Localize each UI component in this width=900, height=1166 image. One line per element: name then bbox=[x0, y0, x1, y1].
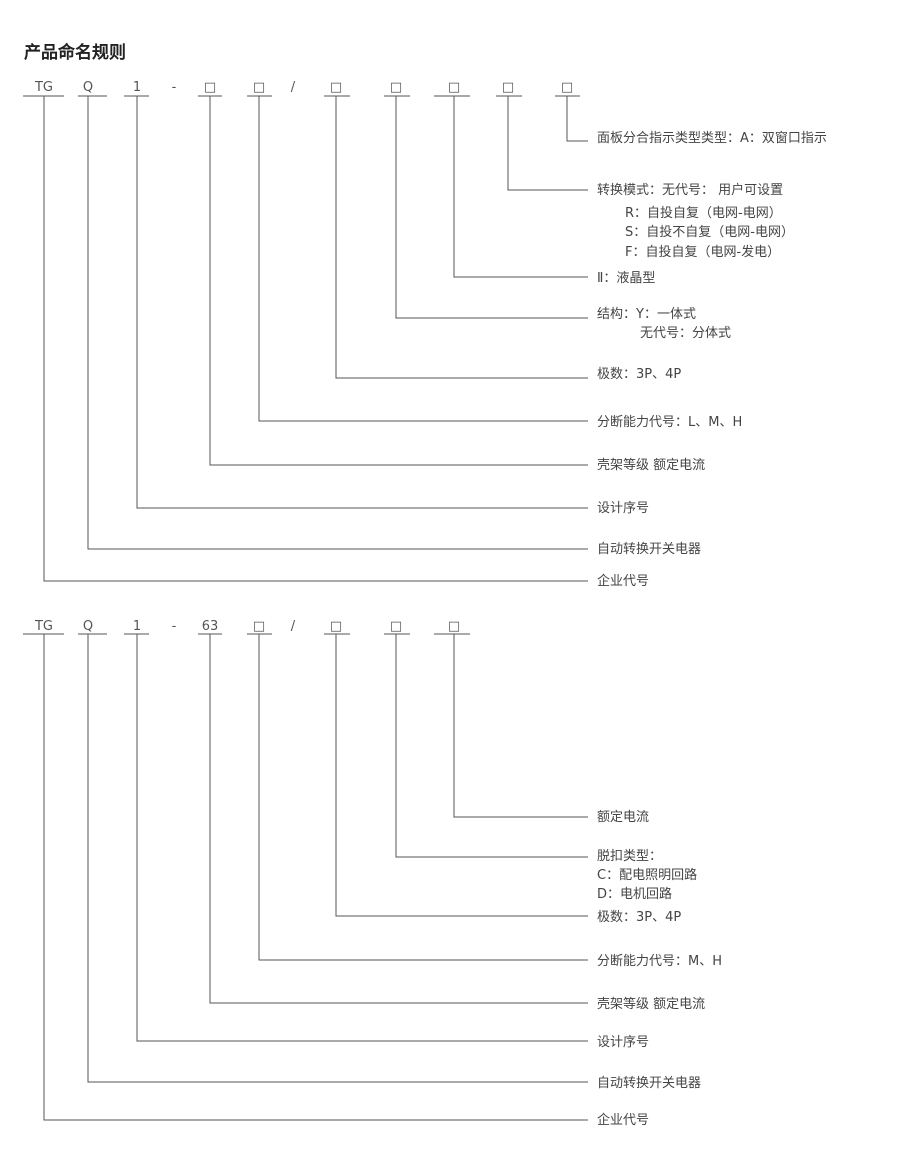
page-title: 产品命名规则 bbox=[24, 43, 126, 63]
code-segment: 63 bbox=[202, 619, 219, 634]
connector-line bbox=[335, 96, 588, 379]
entry-description: D：电机回路 bbox=[597, 886, 672, 902]
code-segment: - bbox=[172, 80, 177, 95]
entry-description: 设计序号 bbox=[597, 1035, 649, 1050]
connector-line bbox=[395, 96, 588, 319]
code-segment: TG bbox=[34, 619, 53, 634]
connector-line bbox=[453, 634, 588, 818]
entry-description: 脱扣类型： bbox=[597, 849, 662, 864]
entry-description: 自动转换开关电器 bbox=[597, 1076, 701, 1091]
entry-description: 结构：Y：一体式 bbox=[597, 307, 696, 322]
code-segment: Q bbox=[83, 80, 93, 95]
code-segment: □ bbox=[253, 619, 265, 634]
connector-line bbox=[566, 96, 588, 142]
entry-description: 分断能力代号：M、H bbox=[597, 954, 722, 969]
connector-line bbox=[136, 634, 588, 1042]
code-segment: TG bbox=[34, 80, 53, 95]
connector-line bbox=[335, 634, 588, 917]
entry-description: R：自投自复（电网-电网） bbox=[625, 205, 782, 221]
connector-line bbox=[209, 96, 588, 466]
entry-description: 分断能力代号：L、M、H bbox=[597, 415, 742, 430]
entry-description: 极数：3P、4P bbox=[597, 367, 681, 382]
entry-description: F：自投自复（电网-发电） bbox=[625, 244, 780, 260]
code-segment: - bbox=[172, 619, 177, 634]
connector-line bbox=[395, 634, 588, 858]
connector-line bbox=[453, 96, 588, 278]
connector-line bbox=[87, 634, 588, 1083]
code-segment: □ bbox=[561, 80, 573, 95]
connector-line bbox=[507, 96, 588, 191]
code-segment: □ bbox=[390, 619, 402, 634]
code-segment: □ bbox=[204, 80, 216, 95]
code-segment: □ bbox=[448, 80, 460, 95]
entry-description: Ⅱ：液晶型 bbox=[597, 271, 655, 286]
entry-description: 企业代号 bbox=[597, 573, 649, 589]
connector-line bbox=[43, 634, 588, 1121]
entry-description: 设计序号 bbox=[597, 501, 649, 516]
connector-line bbox=[136, 96, 588, 509]
code-segment: 1 bbox=[133, 619, 141, 634]
entry-description: 无代号：分体式 bbox=[640, 326, 731, 341]
entry-description: 极数：3P、4P bbox=[597, 910, 681, 925]
code-segment: 1 bbox=[133, 80, 141, 95]
entry-description: 面板分合指示类型类型：A：双窗口指示 bbox=[597, 130, 827, 146]
entry-description: S：自投不自复（电网-电网） bbox=[625, 224, 794, 240]
code-segment: □ bbox=[448, 619, 460, 634]
connector-line bbox=[258, 634, 588, 961]
connector-line bbox=[43, 96, 588, 582]
code-segment: / bbox=[291, 80, 296, 95]
entry-description: 壳架等级 额定电流 bbox=[597, 996, 705, 1012]
code-segment: / bbox=[291, 619, 296, 634]
connector-line bbox=[209, 634, 588, 1004]
entry-description: 壳架等级 额定电流 bbox=[597, 457, 705, 473]
entry-description: 额定电流 bbox=[597, 810, 649, 825]
entry-description: C：配电照明回路 bbox=[597, 867, 697, 883]
connector-line bbox=[87, 96, 588, 550]
code-segment: □ bbox=[330, 619, 342, 634]
code-segment: □ bbox=[330, 80, 342, 95]
entry-description: 企业代号 bbox=[597, 1112, 649, 1128]
code-segment: □ bbox=[502, 80, 514, 95]
entry-description: 转换模式：无代号： 用户可设置 bbox=[597, 182, 783, 198]
code-segment: Q bbox=[83, 619, 93, 634]
code-segment: □ bbox=[390, 80, 402, 95]
entry-description: 自动转换开关电器 bbox=[597, 542, 701, 557]
code-segment: □ bbox=[253, 80, 265, 95]
connector-line bbox=[258, 96, 588, 422]
